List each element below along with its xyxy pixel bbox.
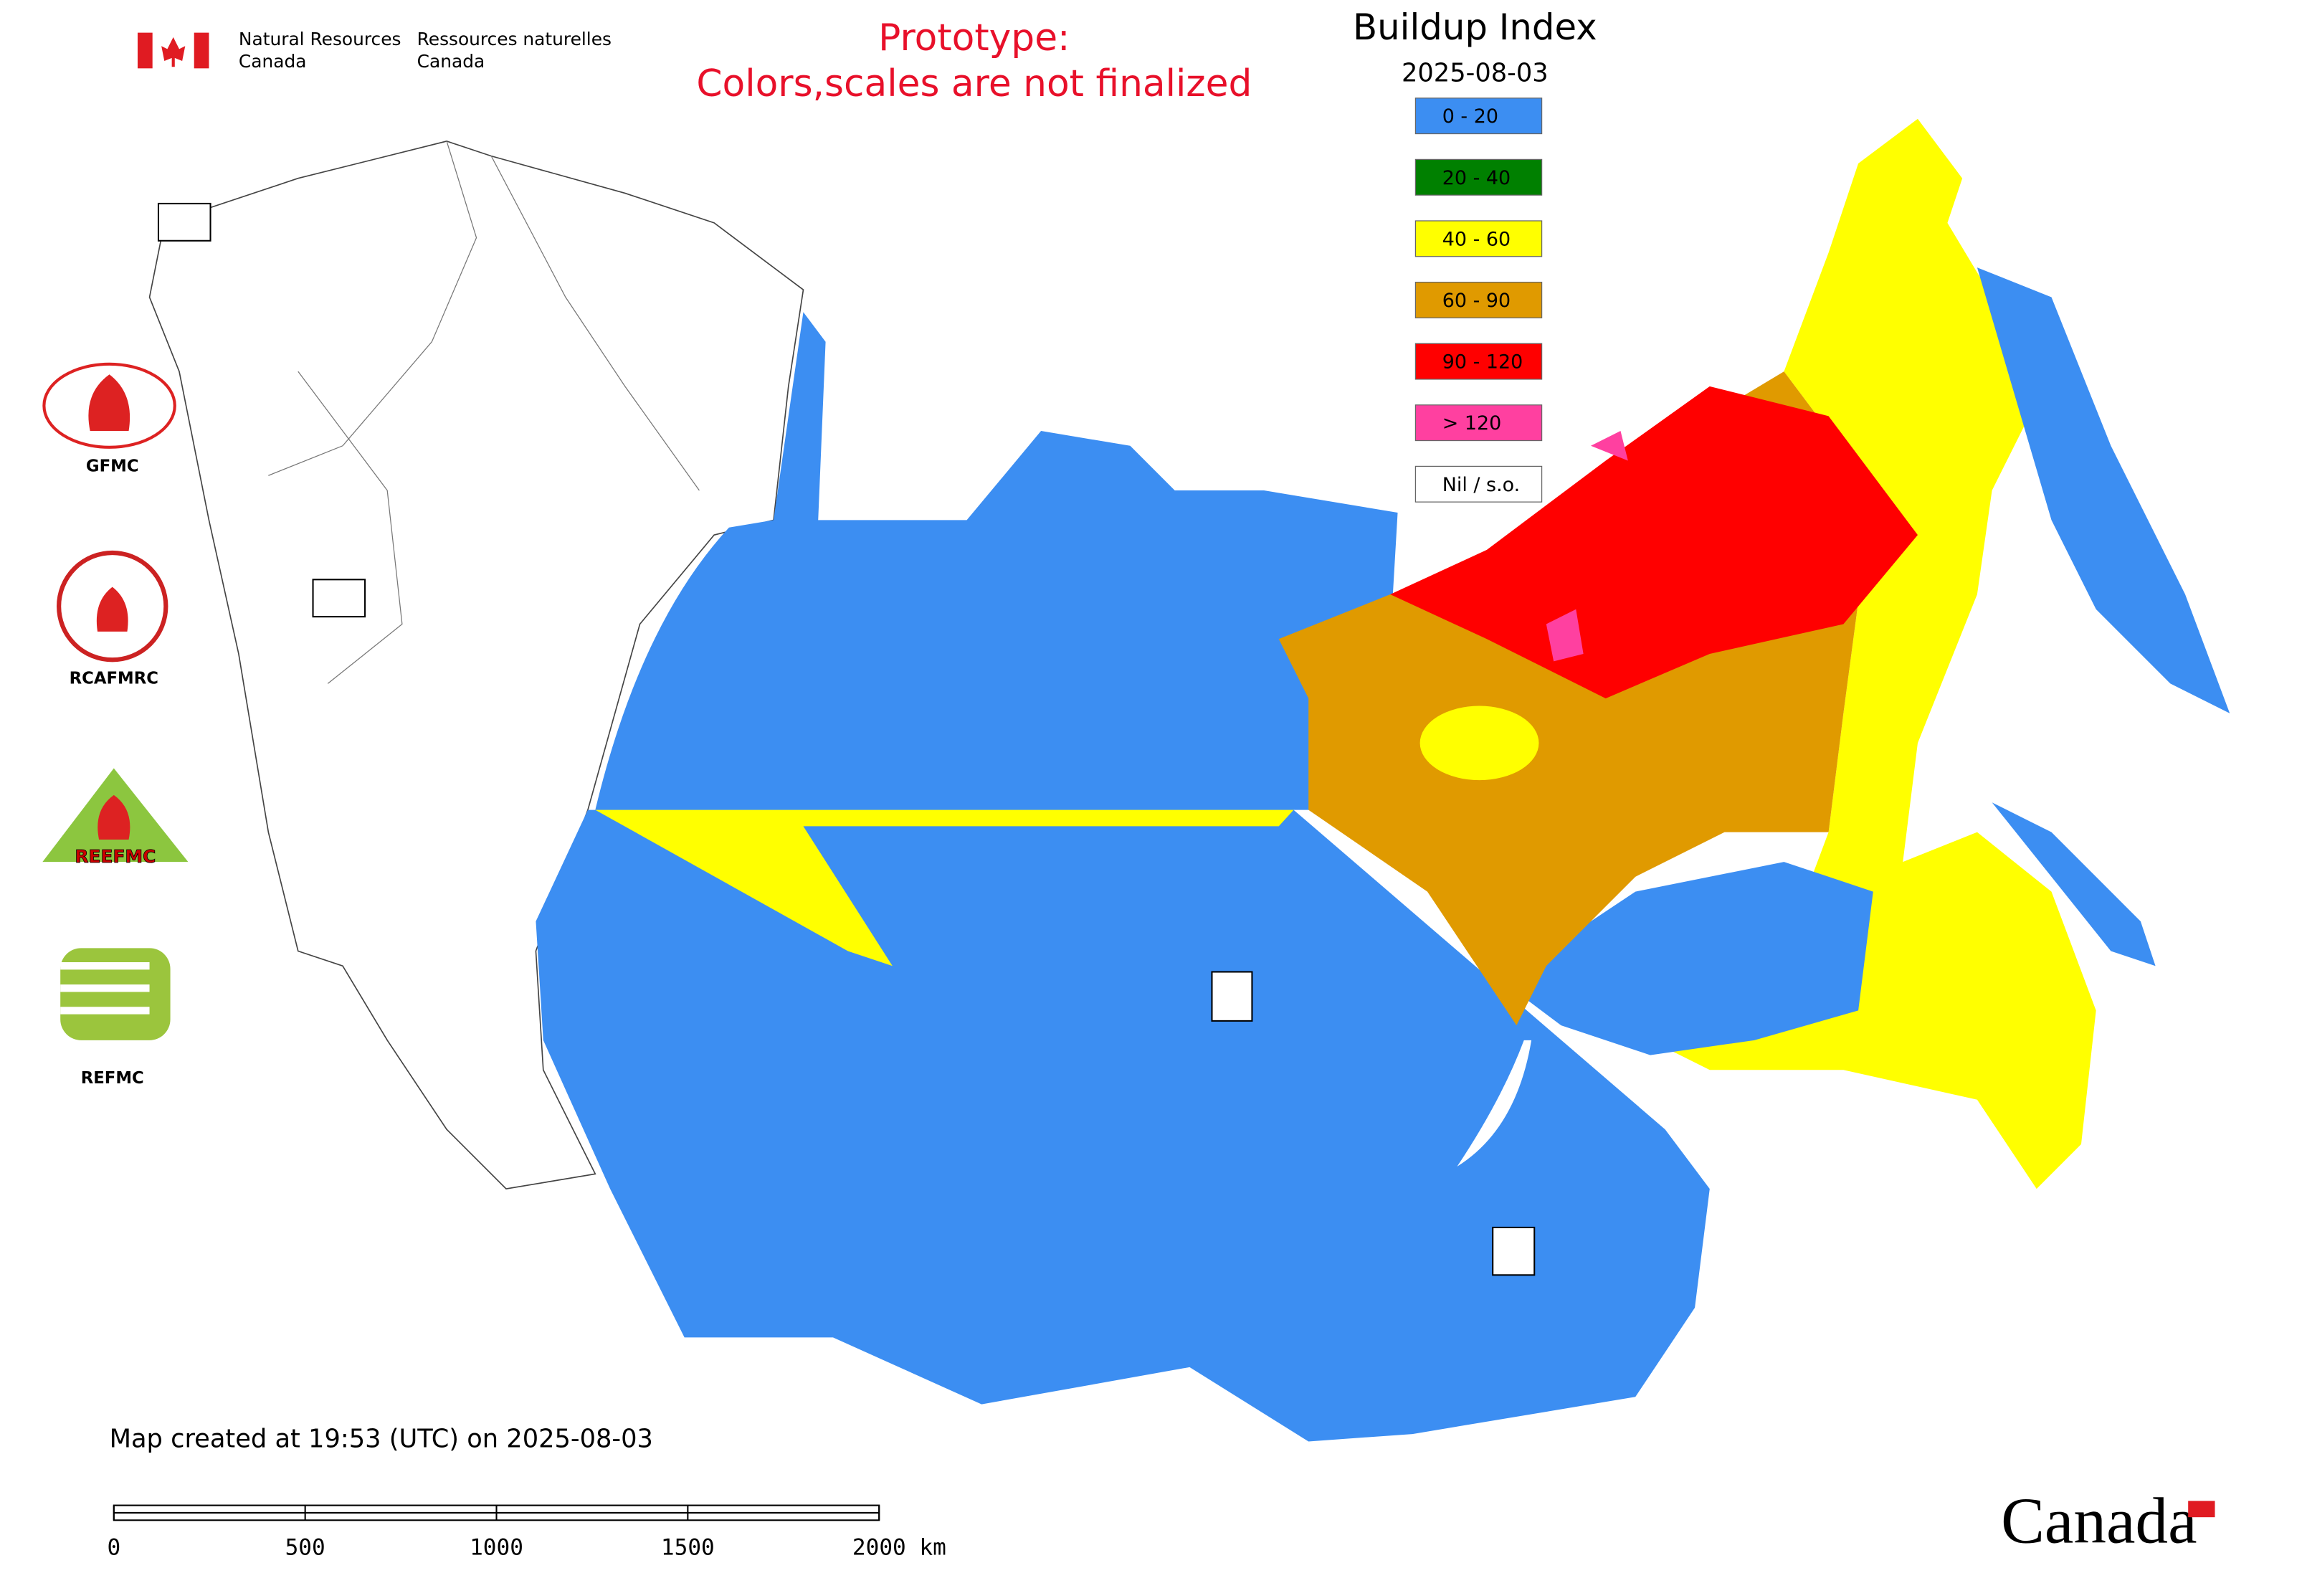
logo-label: REEFMC: [75, 846, 156, 867]
flag: [137, 32, 209, 69]
legend-swatch: [1414, 343, 1543, 380]
legend-title: Buildup Index: [1353, 6, 1597, 48]
agency-fr: Ressources naturelles: [417, 29, 612, 49]
logo-label: REFMC: [81, 1069, 144, 1088]
logo-label: RCAFMRC: [70, 670, 158, 688]
wordmark-flag: [2188, 1501, 2215, 1518]
legend-label: 60 - 90: [1442, 290, 1511, 312]
region-moderate: [1419, 706, 1539, 781]
region-extreme: [1546, 431, 1628, 662]
legend-label: 20 - 40: [1442, 167, 1511, 189]
logos: [42, 202, 1536, 1276]
legend-label: 0 - 20: [1442, 105, 1498, 128]
legend-label: > 120: [1442, 412, 1502, 434]
region-low: [1501, 862, 1873, 1055]
legend-swatch: [1414, 98, 1543, 135]
scale-label: 0: [107, 1535, 120, 1561]
scale-label: 1000: [470, 1535, 523, 1561]
logo-label: GFMC: [86, 457, 139, 475]
legend: 0 - 20 20 - 40 40 - 60 60 - 90 90 - 120 > 120…: [1414, 98, 1543, 503]
legend-label: 40 - 60: [1442, 228, 1511, 250]
scale-label: 2000 km: [852, 1535, 946, 1561]
legend-swatch: [1414, 404, 1543, 442]
legend-swatch: [1414, 158, 1543, 196]
agency-fr: Canada: [417, 51, 485, 72]
canada-wordmark: Canada: [2001, 1485, 2197, 1557]
agency-en: Canada: [239, 51, 307, 72]
scale-label: 1500: [661, 1535, 715, 1561]
border-lines: [268, 141, 700, 684]
legend-date: 2025-08-03: [1402, 59, 1549, 88]
region-very-high: [1390, 386, 1918, 699]
region-moderate: [1650, 118, 2096, 1189]
region-low: [1992, 802, 2156, 966]
legend-swatch: [1414, 281, 1543, 318]
notice: Prototype:: [878, 16, 1070, 60]
notice: Colors,scales are not finalized: [696, 62, 1252, 105]
region-low: [536, 809, 1710, 1442]
land-outline: [148, 141, 804, 1189]
region-low: [595, 312, 1398, 810]
scale-label: 500: [285, 1535, 325, 1561]
legend-label: 90 - 120: [1442, 351, 1523, 374]
created-note: Map created at 19:53 (UTC) on 2025-08-03: [110, 1424, 653, 1453]
region-low: [1977, 267, 2230, 713]
legend-swatch: [1414, 220, 1543, 257]
scale-bar: 0 500 1000 1500 2000 km: [107, 1504, 946, 1561]
lake: [1457, 1040, 1532, 1167]
region-moderate: [595, 809, 1294, 966]
legend-swatch: [1414, 465, 1543, 503]
legend-label: Nil / s.o.: [1442, 474, 1520, 496]
agency-en: Natural Resources: [239, 29, 401, 49]
